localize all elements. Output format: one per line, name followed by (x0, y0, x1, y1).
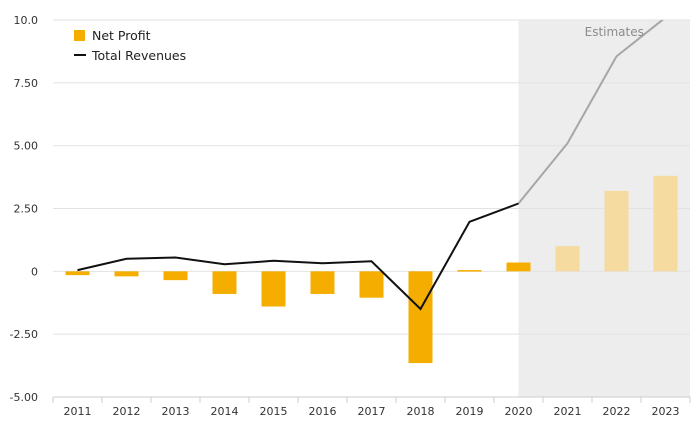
x-tick-label: 2023 (652, 405, 680, 418)
x-tick-label: 2020 (505, 405, 533, 418)
x-tick-label: 2021 (554, 405, 582, 418)
net-profit-bar (506, 262, 531, 272)
legend-net-profit-swatch (74, 30, 85, 41)
y-axis-ticks: 10.0 7.50 5.00 2.50 0 -2.50 -5.00 (10, 14, 38, 404)
legend-net-profit-label: Net Profit (92, 28, 151, 43)
net-profit-bar (65, 271, 90, 276)
y-tick-label: -5.00 (10, 391, 38, 404)
x-tick-label: 2018 (407, 405, 435, 418)
net-profit-bar (604, 190, 629, 272)
net-profit-bar (212, 271, 237, 294)
y-tick-label: 5.00 (14, 140, 39, 153)
total-revenues-line (77, 20, 664, 311)
net-profit-bar (653, 175, 678, 272)
total-revenues-estimate-line (517, 20, 664, 205)
estimates-label: Estimates (585, 25, 644, 39)
legend-total-revenues-label: Total Revenues (91, 48, 186, 63)
y-tick-label: 7.50 (14, 77, 39, 90)
net-profit-bar (114, 271, 139, 277)
net-profit-bar (310, 271, 335, 294)
net-profit-bar (555, 246, 580, 272)
x-tick-label: 2015 (260, 405, 288, 418)
legend: Net Profit Total Revenues (74, 28, 186, 63)
x-tick-label: 2013 (162, 405, 190, 418)
net-profit-bar (163, 271, 188, 281)
x-tick-label: 2011 (64, 405, 92, 418)
net-profit-bar (408, 271, 433, 364)
x-tick-label: 2022 (603, 405, 631, 418)
net-profit-bar (457, 270, 482, 272)
total-revenues-actual-line (77, 202, 519, 311)
x-axis: 2011 2012 2013 2014 2015 2016 2017 2018 2019 2020… (52, 396, 691, 418)
y-tick-label: -2.50 (10, 328, 38, 341)
x-tick-label: 2017 (358, 405, 386, 418)
x-tick-label: 2012 (113, 405, 141, 418)
y-tick-label: 2.50 (14, 203, 39, 216)
x-tick-label: 2019 (456, 405, 484, 418)
x-tick-label: 2014 (211, 405, 239, 418)
y-tick-label: 10.0 (14, 14, 39, 27)
x-tick-label: 2016 (309, 405, 337, 418)
y-tick-label: 0 (31, 265, 38, 278)
net-profit-bar (359, 271, 384, 298)
net-profit-bar (261, 271, 286, 307)
net-profit-bars (65, 175, 678, 364)
